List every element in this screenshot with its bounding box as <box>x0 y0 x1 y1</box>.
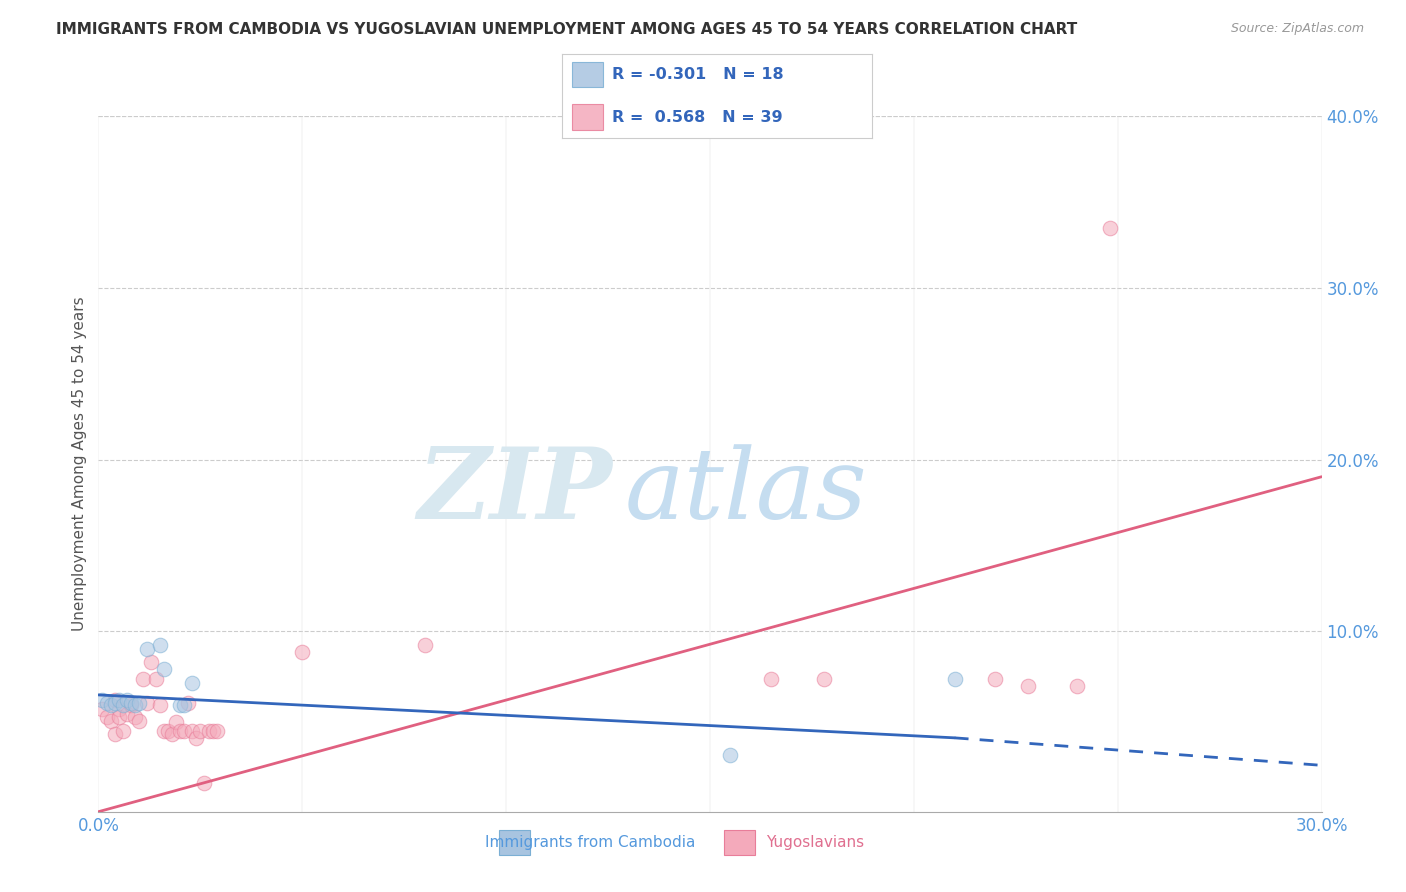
Text: ZIP: ZIP <box>418 443 612 540</box>
Point <box>160 727 183 741</box>
Bar <box>572 104 603 130</box>
Point <box>149 638 172 652</box>
Point <box>104 693 127 707</box>
Point <box>205 723 228 738</box>
Point <box>91 693 114 707</box>
Point <box>108 710 131 724</box>
Point <box>188 723 212 738</box>
Point <box>193 775 215 789</box>
Text: R = -0.301   N = 18: R = -0.301 N = 18 <box>612 67 783 82</box>
Point <box>111 723 134 738</box>
Point <box>177 697 200 711</box>
Point <box>136 641 159 656</box>
Point <box>152 662 174 676</box>
Point <box>1066 679 1088 693</box>
Point <box>197 723 219 738</box>
Point <box>132 673 155 687</box>
Point <box>173 698 195 713</box>
Text: IMMIGRANTS FROM CAMBODIA VS YUGOSLAVIAN UNEMPLOYMENT AMONG AGES 45 TO 54 YEARS C: IMMIGRANTS FROM CAMBODIA VS YUGOSLAVIAN … <box>56 22 1077 37</box>
Text: Immigrants from Cambodia: Immigrants from Cambodia <box>485 836 696 850</box>
Point <box>149 698 172 713</box>
Bar <box>572 62 603 87</box>
Point <box>96 710 118 724</box>
Point <box>115 706 138 721</box>
Point <box>173 723 195 738</box>
Point <box>169 698 191 713</box>
Point <box>115 693 138 707</box>
Text: Yugoslavians: Yugoslavians <box>766 836 865 850</box>
Point <box>169 723 191 738</box>
Point <box>141 655 163 669</box>
Point <box>181 676 204 690</box>
Point <box>984 673 1007 687</box>
Text: atlas: atlas <box>624 444 868 540</box>
Y-axis label: Unemployment Among Ages 45 to 54 years: Unemployment Among Ages 45 to 54 years <box>72 296 87 632</box>
Point <box>120 698 142 713</box>
Point <box>291 645 314 659</box>
Point <box>136 697 159 711</box>
Point <box>813 673 835 687</box>
Point <box>124 698 146 713</box>
Point <box>120 697 142 711</box>
Text: Source: ZipAtlas.com: Source: ZipAtlas.com <box>1230 22 1364 36</box>
Point <box>128 697 150 711</box>
Text: R =  0.568   N = 39: R = 0.568 N = 39 <box>612 110 783 125</box>
Point <box>124 710 146 724</box>
Point <box>104 727 127 741</box>
Point <box>943 673 966 687</box>
Point <box>201 723 224 738</box>
Point <box>111 698 134 713</box>
Point <box>128 714 150 728</box>
Point <box>413 638 436 652</box>
Point <box>91 701 114 715</box>
Point <box>165 715 187 730</box>
Point <box>100 714 122 728</box>
Point <box>1017 679 1039 693</box>
Point <box>108 693 131 707</box>
Point <box>761 673 783 687</box>
Point <box>104 697 127 711</box>
Point <box>108 701 131 715</box>
Point <box>156 723 179 738</box>
Point <box>145 673 167 687</box>
Point <box>186 731 208 745</box>
Point <box>720 747 742 762</box>
Point <box>100 698 122 713</box>
Point <box>96 697 118 711</box>
Point <box>1098 220 1121 235</box>
Point <box>181 723 204 738</box>
Point <box>152 723 174 738</box>
